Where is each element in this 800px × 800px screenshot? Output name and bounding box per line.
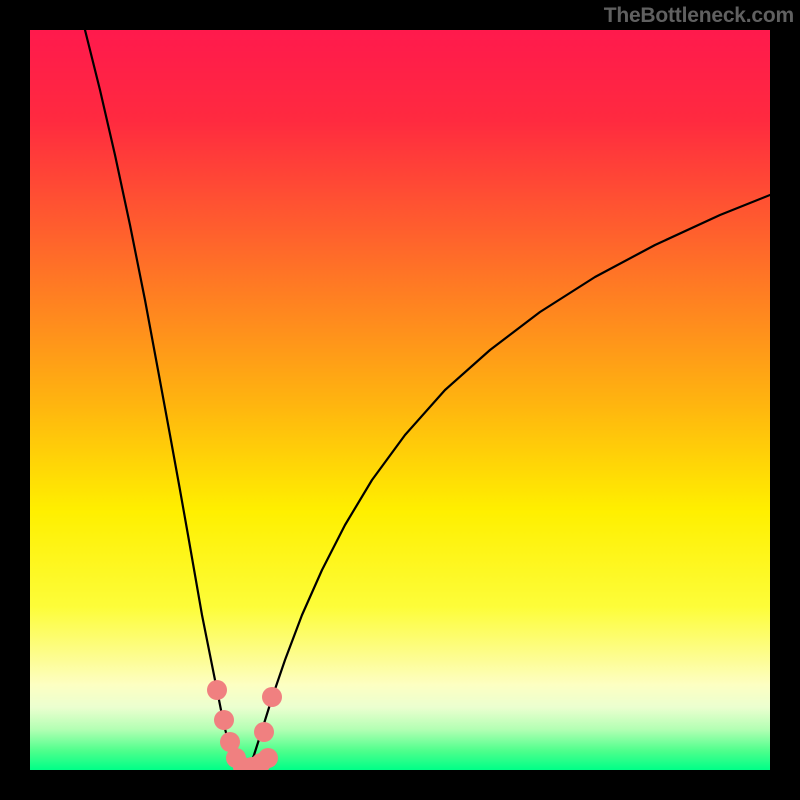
watermark-text: TheBottleneck.com [604, 4, 794, 28]
chart-plot-area [30, 30, 770, 770]
marker-point [207, 680, 227, 700]
marker-point [258, 748, 278, 768]
marker-point [254, 722, 274, 742]
marker-point [214, 710, 234, 730]
marker-point [262, 687, 282, 707]
chart-curves [30, 30, 770, 770]
